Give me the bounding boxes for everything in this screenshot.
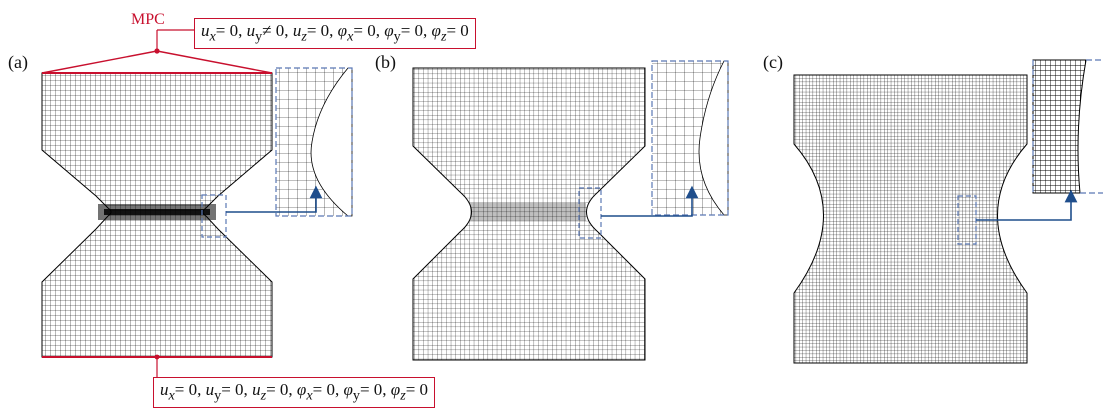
fixed-boundary: [42, 354, 272, 377]
refined-band-a-core: [104, 209, 210, 215]
bc-bot-u2: u: [205, 380, 215, 399]
bc-bot-u3: u: [252, 380, 261, 399]
zoom-inset-c-mesh: [1032, 59, 1087, 194]
bc-bot-t3: = 0,: [266, 380, 297, 399]
bc-top-s3: z: [301, 28, 307, 45]
mpc-link-right: [156, 50, 273, 74]
zoom-inset-b: [651, 60, 729, 216]
bc-top-s5: y: [393, 28, 401, 45]
bc-bot-t6: = 0: [405, 380, 429, 399]
bc-top-s4: x: [347, 28, 354, 45]
bc-top-u2: u: [246, 21, 256, 40]
bc-top-t5: = 0,: [400, 21, 432, 40]
specimen-c-shape: [793, 74, 1028, 364]
bc-top-s6: z: [440, 28, 447, 45]
bc-top-t2: ≠ 0,: [262, 21, 293, 40]
bc-bot-p1: φ: [296, 380, 307, 399]
bc-top-p3: φ: [431, 21, 441, 40]
panel-label-c: (c): [763, 52, 783, 72]
specimen-b-shape: [412, 67, 646, 361]
bc-top-t6: = 0: [446, 21, 469, 40]
bc-top-t1: = 0,: [215, 21, 247, 40]
bc-bot-s4: x: [306, 387, 313, 404]
bc-top-s2: y: [255, 28, 263, 45]
top-boundary-condition: ux= 0, uy≠ 0, uz= 0, φx= 0, φy= 0, φz= 0: [194, 18, 476, 50]
mpc-master-node: [154, 48, 160, 54]
bc-bot-s1: x: [168, 387, 175, 404]
bc-bot-t5: = 0,: [359, 380, 391, 399]
panel-c-mesh: [793, 59, 1103, 364]
bc-bot-u1: u: [160, 380, 169, 399]
panel-b-mesh: [412, 60, 729, 361]
panel-label-b: (b): [375, 52, 396, 72]
refined-band-b: [470, 203, 586, 221]
bc-bot-s2: y: [214, 387, 222, 404]
bc-bot-s3: z: [260, 387, 267, 404]
bc-bot-t1: = 0,: [174, 380, 206, 399]
mpc-boundary: [41, 29, 273, 74]
zoom-source-box-a: [201, 194, 227, 238]
bc-top-t4: = 0,: [353, 21, 385, 40]
zoom-inset-b-notch: [698, 60, 729, 216]
bc-bot-p3: φ: [390, 380, 401, 399]
zoom-source-box-b: [578, 187, 602, 239]
bc-top-s1: x: [209, 28, 216, 45]
bc-bot-s5: y: [352, 387, 360, 404]
bc-top-t3: = 0,: [306, 21, 338, 40]
mpc-label: MPC: [131, 11, 165, 28]
bc-top-p1: φ: [337, 21, 348, 40]
bc-top-u1: u: [201, 21, 210, 40]
bc-top-p2: φ: [384, 21, 394, 40]
zoom-inset-c: [1032, 59, 1103, 194]
zoom-arrow-b: [601, 185, 699, 217]
bc-top-u3: u: [292, 21, 302, 40]
zoom-inset-a-notch: [310, 67, 353, 217]
bc-bot-s6: z: [400, 387, 406, 404]
bc-bot-p2: φ: [343, 380, 353, 399]
bottom-boundary-condition: ux= 0, uy= 0, uz= 0, φx= 0, φy= 0, φz= 0: [153, 377, 436, 409]
panel-a-mesh: [41, 67, 353, 358]
panel-label-a: (a): [8, 52, 28, 72]
fixed-node: [154, 354, 160, 360]
bc-bot-t2: = 0,: [221, 380, 253, 399]
zoom-inset-a: [275, 67, 353, 217]
zoom-arrow-a: [226, 185, 323, 213]
mpc-link-left: [41, 50, 158, 74]
zoom-arrow-c: [976, 189, 1078, 221]
bc-bot-t4: = 0,: [312, 380, 344, 399]
